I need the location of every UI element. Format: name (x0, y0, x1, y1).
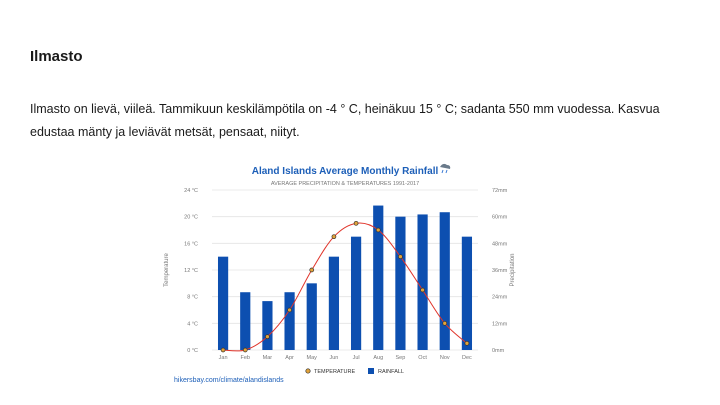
rainfall-bar (262, 301, 273, 350)
x-tick-label: Aug (373, 355, 383, 361)
right-axis-label: Precipitation (510, 253, 516, 286)
temperature-point (442, 320, 448, 326)
temperature-point (220, 347, 226, 353)
legend-rainfall-swatch (368, 368, 374, 374)
temperature-curve (223, 222, 468, 352)
rainfall-bar (240, 292, 251, 350)
x-tick-label: Sep (396, 355, 406, 361)
bars (217, 205, 473, 350)
rainfall-bar (350, 236, 362, 350)
chart-subtitle: AVERAGE PRECIPITATION & TEMPERATURES 199… (271, 181, 419, 187)
temperature-point (331, 234, 337, 240)
left-tick-label: 0 °C (187, 348, 198, 354)
rainfall-bar (328, 256, 340, 350)
right-tick-label: 0mm (492, 348, 505, 354)
page-heading: Ilmasto (30, 48, 83, 65)
legend-temperature-marker (305, 368, 311, 374)
right-tick-label: 60mm (492, 215, 508, 221)
right-tick-label: 36mm (492, 268, 508, 274)
x-tick-label: Jul (353, 355, 360, 361)
right-tick-label: 72mm (492, 188, 508, 194)
temperature-point (464, 340, 470, 346)
left-tick-label: 8 °C (187, 295, 198, 301)
right-tick-label: 12mm (492, 321, 508, 327)
x-tick-label: Oct (418, 355, 427, 361)
x-tick-label: Jan (219, 355, 228, 361)
temperature-point (265, 334, 270, 340)
temperature-line (220, 220, 470, 353)
legend-rainfall-label: RAINFALL (378, 369, 404, 375)
x-tick-label: Jun (329, 355, 338, 361)
temperature-point (420, 287, 425, 293)
rainfall-bar (417, 214, 428, 350)
x-tick-label: Apr (285, 355, 294, 361)
rainfall-bar (306, 283, 317, 350)
temperature-point (353, 220, 359, 226)
rainfall-chart: Aland Islands Average Monthly Rainfall A… (160, 160, 530, 390)
legend-temperature-label: TEMPERATURE (314, 369, 355, 375)
temperature-point (287, 307, 292, 313)
rainfall-bar (217, 256, 229, 350)
left-tick-label: 20 °C (184, 215, 198, 221)
rainfall-bar (373, 205, 384, 350)
left-tick-label: 12 °C (184, 268, 198, 274)
right-tick-label: 48mm (492, 241, 508, 247)
left-tick-label: 16 °C (184, 241, 198, 247)
weather-icon (440, 163, 451, 174)
temperature-point (242, 347, 248, 353)
left-tick-label: 4 °C (187, 321, 198, 327)
left-axis-label: Temperature (164, 252, 170, 286)
x-tick-label: Nov (440, 355, 450, 361)
temperature-point (375, 227, 381, 233)
chart-title: Aland Islands Average Monthly Rainfall (252, 166, 439, 177)
rainfall-bar (439, 212, 450, 350)
x-tick-label: Feb (241, 355, 250, 361)
climate-paragraph: Ilmasto on lievä, viileä. Tammikuun kesk… (30, 102, 660, 139)
x-tick-label: May (307, 355, 318, 361)
axis-ticks: 0 °C 0mm 4 °C 12mm 8 °C 24mm 12 °C 36mm 16 °C 48m… (184, 188, 508, 361)
right-tick-label: 24mm (492, 295, 508, 301)
rainfall-bar (461, 236, 473, 350)
grid-lines (212, 189, 478, 351)
temperature-point (309, 267, 315, 273)
x-tick-label: Dec (462, 355, 472, 361)
chart-footer: hikersbay.com/climate/alandislands (174, 377, 284, 384)
legend: TEMPERATURE RAINFALL (305, 368, 404, 375)
rainfall-bar (395, 216, 406, 350)
x-tick-label: Mar (263, 355, 273, 361)
left-tick-label: 24 °C (184, 188, 198, 194)
chart-svg: Aland Islands Average Monthly Rainfall A… (164, 163, 516, 384)
temperature-point (398, 254, 403, 260)
rainfall-bar (284, 292, 295, 350)
